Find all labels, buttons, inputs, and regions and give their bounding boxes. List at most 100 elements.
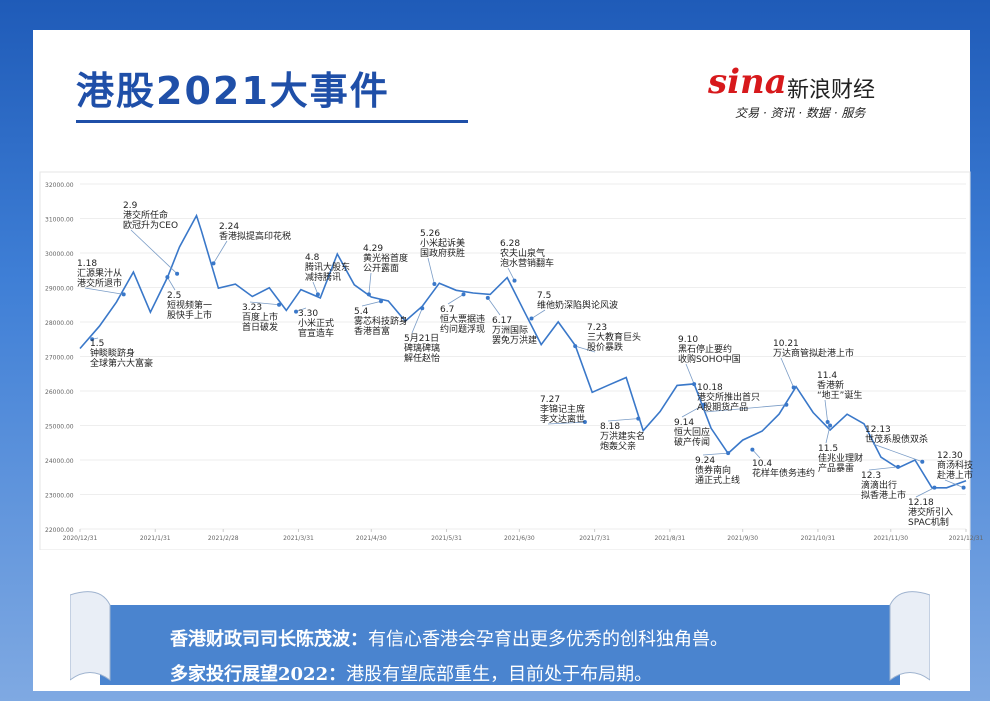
x-tick-label: 2020/12/31 (63, 535, 98, 542)
annotation-text: 短视频第一 (167, 299, 212, 311)
annotation-text: 1.5 (90, 339, 104, 349)
annotation-text: 汇源果汁从 (77, 267, 122, 279)
annotation-leader (575, 345, 596, 353)
annotation-text: 维他奶深陷舆论风波 (537, 299, 618, 311)
annotation-text: 11.5 (818, 444, 838, 454)
price-line (79, 213, 967, 489)
ribbon (70, 591, 930, 685)
annotation-text: 12.3 (861, 471, 881, 481)
annotation-text: 佳兆业理财 (818, 452, 863, 464)
annotation-text: 7.23 (587, 323, 607, 333)
annotation-text: 李文达离世 (540, 413, 585, 425)
plot-frame (39, 171, 971, 550)
annotation-point (791, 385, 796, 390)
annotation-text: 黄光裕首度 (363, 252, 408, 264)
annotation-text: 碑璃碑璃 (404, 342, 440, 354)
footer-text: 有信心香港会孕育出更多优秀的创科独角兽。 (368, 629, 728, 650)
annotation-text: 恒大回应 (674, 426, 710, 438)
x-tick-label: 2021/7/31 (579, 535, 610, 542)
annotation-text: 4.29 (363, 244, 383, 254)
annotation-point (932, 485, 937, 490)
annotation-leader (361, 300, 382, 307)
annotation-leader (213, 240, 228, 264)
annotation-text: 钟睒睒跻身 (90, 347, 135, 359)
y-tick-label: 23000.00 (45, 493, 74, 500)
annotation-text: 全球第六大富豪 (90, 357, 153, 369)
annotation-point (784, 402, 789, 407)
annotation-text: 港交所任命 (123, 209, 168, 221)
y-tick-label: 24000.00 (45, 458, 74, 465)
annotation-text: 港交所推出首只 (697, 391, 760, 403)
footer-text: 港股有望底部重生，目前处于布局期。 (346, 664, 653, 685)
x-tick-label: 2021/12/31 (949, 535, 984, 542)
annotation-text: 官宣造车 (298, 327, 334, 339)
annotation-text: 国政府获胜 (420, 247, 465, 259)
annotation-leader (427, 257, 435, 285)
annotation-text: 12.18 (908, 498, 934, 508)
annotation-text: 解任赵怡 (404, 352, 440, 364)
annotation-point (432, 282, 437, 287)
annotation-point (175, 271, 180, 276)
annotation-point (701, 402, 706, 407)
annotation-text: 恒大票据违 (440, 313, 485, 325)
annotation-point (750, 447, 755, 452)
annotation-text: 首日破发 (242, 321, 278, 333)
annotation-text: 5.4 (354, 307, 369, 317)
annotation-point (582, 420, 587, 425)
annotation-point (825, 420, 830, 425)
annotation-text: 拟香港上市 (861, 489, 906, 501)
annotation-point (828, 423, 833, 428)
annotation-leader (681, 404, 705, 418)
annotation-text: 11.4 (817, 371, 837, 381)
annotation-text: 欧冠升为CEO (123, 219, 178, 231)
title: 港股2021大事件 (76, 69, 390, 113)
footer-speaker: 多家投行展望2022： (170, 664, 347, 685)
annotation-text: 股价暴跌 (587, 342, 623, 353)
annotation-text: 商汤科技 (937, 459, 973, 471)
annotation-text: 9.24 (695, 456, 715, 466)
annotation-text: 7.5 (537, 291, 551, 301)
annotation-text: “地王”诞生 (817, 389, 862, 401)
annotation-text: 10.4 (752, 459, 772, 469)
y-tick-label: 31000.00 (45, 217, 74, 224)
annotation-text: 港交所退市 (77, 277, 122, 289)
annotation-text: 债券南向 (695, 464, 731, 476)
annotation-text: 炮轰父亲 (600, 440, 636, 452)
annotation-text: 6.17 (492, 316, 512, 326)
y-tick-label: 29000.00 (45, 286, 74, 293)
annotation-point (920, 459, 925, 464)
annotation-text: 破产传闻 (674, 436, 710, 448)
annotation-text: 万洪建实名 (600, 430, 645, 442)
annotation-point (121, 292, 126, 297)
x-tick-label: 2021/6/30 (504, 535, 535, 542)
annotation-text: 9.14 (674, 418, 694, 428)
annotation-text: 香港首富 (354, 325, 390, 337)
footer-speaker: 香港财政司司长陈茂波： (170, 629, 368, 650)
annotation-leader (531, 309, 546, 319)
annotation-leader (607, 418, 639, 422)
annotation-point (366, 292, 371, 297)
annotation-point (961, 485, 966, 490)
annotation-text: 花样年债务违约 (752, 467, 815, 479)
annotation-leader (84, 287, 124, 295)
y-tick-label: 25000.00 (45, 424, 74, 431)
annotation-text: 减持腾讯 (305, 271, 341, 283)
annotation-point (573, 344, 578, 349)
annotation-leader (368, 272, 372, 295)
annotation-leader (411, 308, 423, 334)
annotation-text: 约问题浮现 (440, 323, 485, 335)
annotation-text: 小米起诉美 (420, 237, 465, 249)
x-tick-label: 2021/1/31 (140, 535, 171, 542)
annotation-text: 通正式上线 (695, 474, 740, 486)
annotation-leader (780, 357, 795, 388)
annotation-text: 罢免万洪建 (492, 334, 537, 346)
y-tick-label: 30000.00 (45, 251, 74, 258)
annotation-text: 2.9 (123, 201, 138, 211)
title-underline (76, 120, 468, 123)
x-tick-label: 2021/9/30 (727, 535, 758, 542)
annotation-text: 腾讯大股东 (305, 261, 350, 273)
annotation-text: 三大教育巨头 (587, 331, 641, 343)
annotation-text: SPAC机制 (908, 516, 949, 528)
annotation-leader (702, 452, 729, 456)
